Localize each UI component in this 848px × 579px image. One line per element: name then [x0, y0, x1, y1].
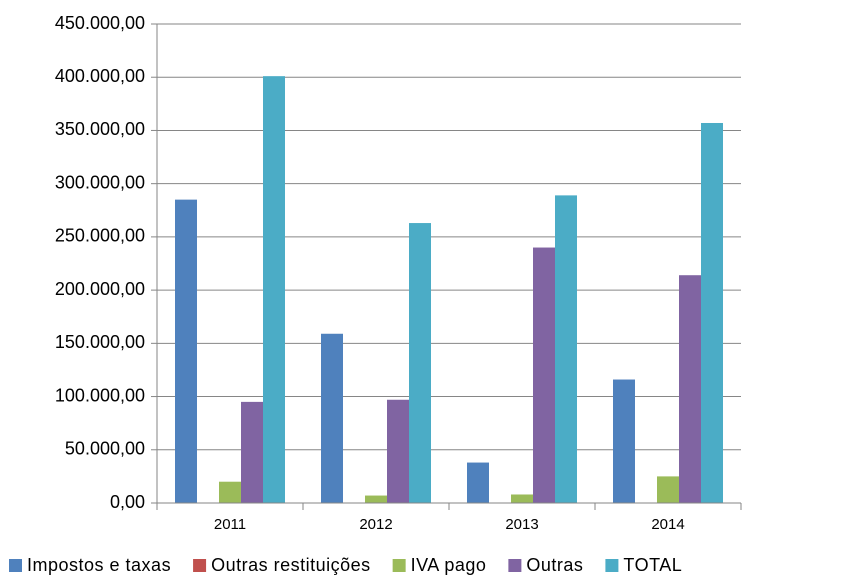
bar	[511, 494, 533, 503]
bar	[219, 481, 241, 503]
legend-swatch	[605, 559, 619, 572]
legend-label: Outras	[526, 555, 583, 575]
legend-swatch	[9, 559, 22, 572]
y-tick-label: 250.000,00	[55, 226, 145, 246]
y-tick-label: 0,00	[110, 492, 145, 512]
y-tick-label: 300.000,00	[55, 172, 145, 192]
bar	[533, 247, 555, 503]
legend-label: IVA pago	[411, 555, 487, 575]
legend-label: Outras restituições	[211, 555, 371, 575]
bar	[701, 122, 723, 503]
y-tick-label: 50.000,00	[65, 439, 145, 459]
x-tick-label: 2012	[359, 516, 392, 533]
bar	[175, 199, 197, 503]
y-tick-label: 450.000,00	[55, 13, 145, 33]
bar	[263, 76, 285, 503]
bar	[657, 476, 679, 503]
y-tick-label: 350.000,00	[55, 119, 145, 139]
legend-swatch	[392, 559, 406, 572]
x-tick-label: 2013	[505, 516, 538, 533]
x-tick-label: 2014	[651, 516, 684, 533]
bar	[241, 401, 263, 503]
legend-swatch	[193, 559, 207, 572]
legend-swatch	[508, 559, 522, 572]
y-tick-label: 200.000,00	[55, 279, 145, 299]
bar	[321, 333, 343, 503]
x-tick-label: 2011	[214, 516, 246, 533]
bar	[467, 462, 489, 503]
bar	[387, 399, 409, 503]
y-tick-label: 150.000,00	[55, 332, 145, 352]
bar	[679, 275, 701, 503]
bar	[409, 223, 431, 503]
y-tick-label: 100.000,00	[55, 385, 145, 405]
legend-label: Impostos e taxas	[27, 555, 171, 575]
bar	[555, 195, 577, 503]
y-tick-label: 400.000,00	[55, 66, 145, 86]
legend-label: TOTAL	[623, 555, 682, 575]
bar	[613, 379, 635, 503]
bar	[365, 495, 387, 503]
